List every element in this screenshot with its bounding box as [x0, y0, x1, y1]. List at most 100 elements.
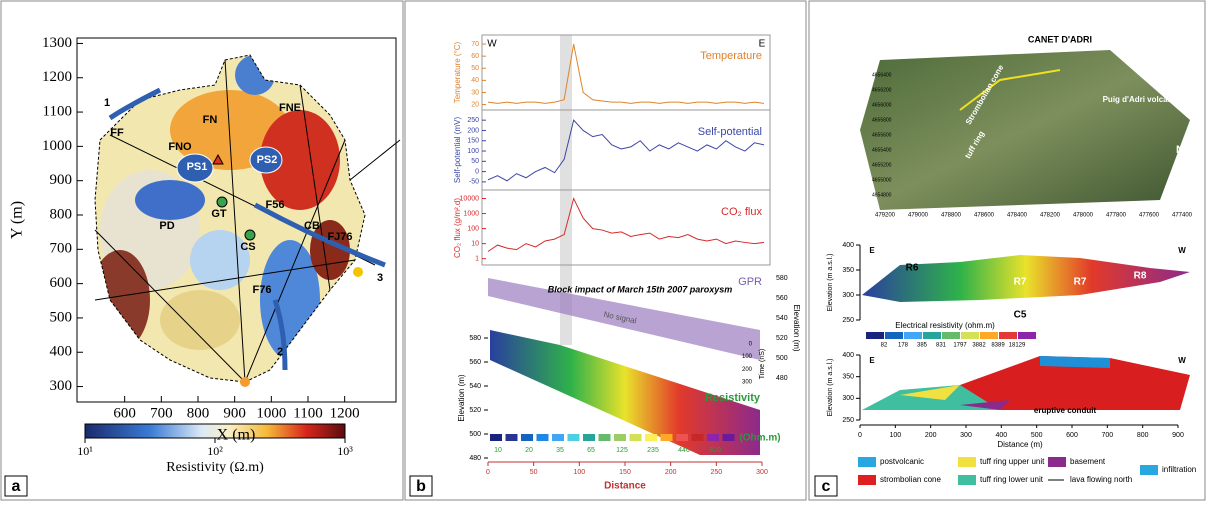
easting-label: 477400: [1172, 213, 1193, 219]
map-label: FF: [110, 127, 124, 139]
profile-line: [487, 119, 765, 182]
northing-label: 4655400: [872, 147, 892, 153]
scale-swatch: [904, 332, 922, 339]
northing-label: 4655000: [872, 177, 892, 183]
colorbar: [84, 423, 346, 439]
y-tick-label: 1: [475, 256, 479, 263]
y-tick-label: -50: [469, 179, 479, 186]
y-axis-label: Self-potential (mV): [453, 117, 462, 184]
map-label: 3: [377, 272, 383, 284]
y-axis-label: Temperature (°C): [453, 41, 462, 103]
y2-tick-label: 520: [776, 335, 788, 342]
y-tick-label: 1200: [42, 69, 72, 85]
legend-label: lava flowing north: [1070, 475, 1132, 484]
y-tick-label: 540: [469, 383, 481, 390]
resistivity-map: [95, 55, 365, 382]
y-tick-label: 700: [50, 241, 73, 257]
x-tick-label: 900: [1172, 432, 1184, 439]
legend-label: postvolcanic: [880, 457, 924, 466]
plot-frame: [76, 37, 397, 403]
y-tick-label: 560: [469, 359, 481, 366]
map-label: F56: [266, 199, 285, 211]
y-tick-label: 40: [471, 77, 479, 84]
x-tick-label: 600: [1066, 432, 1078, 439]
y-tick-label: 1000: [42, 138, 72, 154]
y-tick-label: 1100: [43, 103, 72, 119]
scale-swatch: [660, 434, 673, 441]
legend-swatch: [1048, 457, 1066, 467]
section-label: R8: [1134, 271, 1147, 282]
scale-label: 82: [881, 343, 888, 349]
time-tick-label: 0: [749, 342, 753, 348]
scale-swatch: [1018, 332, 1036, 339]
easting-label: 478000: [1073, 213, 1094, 219]
y-tick-label: 100: [467, 148, 479, 155]
y-tick-label: 20: [471, 101, 479, 108]
panel-letter: c: [822, 478, 831, 495]
y-tick-label: 200: [467, 127, 479, 134]
y2-tick-label: 540: [776, 315, 788, 322]
legend-swatch: [858, 475, 876, 485]
scale-swatch: [505, 434, 518, 441]
scale-swatch: [567, 434, 580, 441]
section-end: W: [1178, 246, 1186, 255]
x-tick-label: 1200: [330, 405, 360, 421]
scale-label: 820: [709, 447, 721, 454]
gpr-title: GPR: [738, 276, 762, 288]
y-tick-label: 400: [50, 344, 73, 360]
colorbar-tick-label: 10³: [337, 444, 353, 458]
scale-swatch: [999, 332, 1017, 339]
legend-swatch: [1140, 465, 1158, 475]
time-label: Time (nS): [759, 349, 766, 379]
scale-swatch: [691, 434, 704, 441]
northing-label: 4654800: [872, 192, 892, 198]
legend-swatch: [858, 457, 876, 467]
map-label: 1: [104, 97, 110, 109]
scale-label: 125: [616, 447, 628, 454]
map-features: [94, 54, 401, 387]
scale-label: 235: [647, 447, 659, 454]
x-tick-label: 600: [113, 405, 136, 421]
map-label: GT: [211, 208, 227, 220]
x-tick-label: 150: [619, 469, 631, 476]
easting-label: 477600: [1139, 213, 1160, 219]
y-tick-label: 0: [475, 168, 479, 175]
easting-label: 479200: [875, 213, 896, 219]
scale-swatch: [980, 332, 998, 339]
scale-swatch: [629, 434, 642, 441]
map-label: CB: [304, 220, 320, 232]
x-tick-label: 300: [756, 469, 768, 476]
scale-swatch: [645, 434, 657, 441]
conduit-label: eruptive conduit: [1034, 406, 1097, 415]
time-tick-label: 100: [742, 354, 753, 360]
scale-swatch: [598, 434, 611, 441]
y-tick-label: 60: [471, 53, 479, 60]
y-tick-label: 250: [842, 317, 854, 324]
x-tick-label: 700: [1101, 432, 1113, 439]
section-label: C5: [1014, 310, 1027, 321]
scale-label: 10: [494, 447, 502, 454]
legend-label: tuff ring upper unit: [980, 457, 1045, 466]
label: E: [759, 39, 766, 50]
color-scale: [490, 434, 735, 441]
scale-label: 385: [917, 343, 928, 349]
y-axis-label: Elevation (m a.s.l.): [827, 359, 834, 417]
map-label: 2: [277, 346, 283, 358]
scale-label: 440: [678, 447, 690, 454]
y-tick-label: 480: [469, 455, 481, 462]
scale-label: 20: [525, 447, 533, 454]
x-tick-label: 0: [858, 432, 862, 439]
panel-letter-box: [4, 475, 28, 497]
panel-letter: a: [12, 478, 21, 495]
map-label: F76: [253, 284, 272, 296]
y-tick-label: 250: [467, 117, 479, 124]
scale-label: 3882: [972, 343, 986, 349]
legend-label: strombolian cone: [880, 475, 941, 484]
legend-swatch: [958, 475, 976, 485]
scale-title: Electrical resistivity (ohm.m): [895, 321, 995, 330]
profile-line: [487, 197, 765, 252]
y-tick-label: 150: [467, 138, 479, 145]
sections-b: [481, 34, 771, 455]
scale-swatch: [614, 434, 626, 441]
photo-label: Puig d'Adri volcano: [1103, 95, 1178, 104]
